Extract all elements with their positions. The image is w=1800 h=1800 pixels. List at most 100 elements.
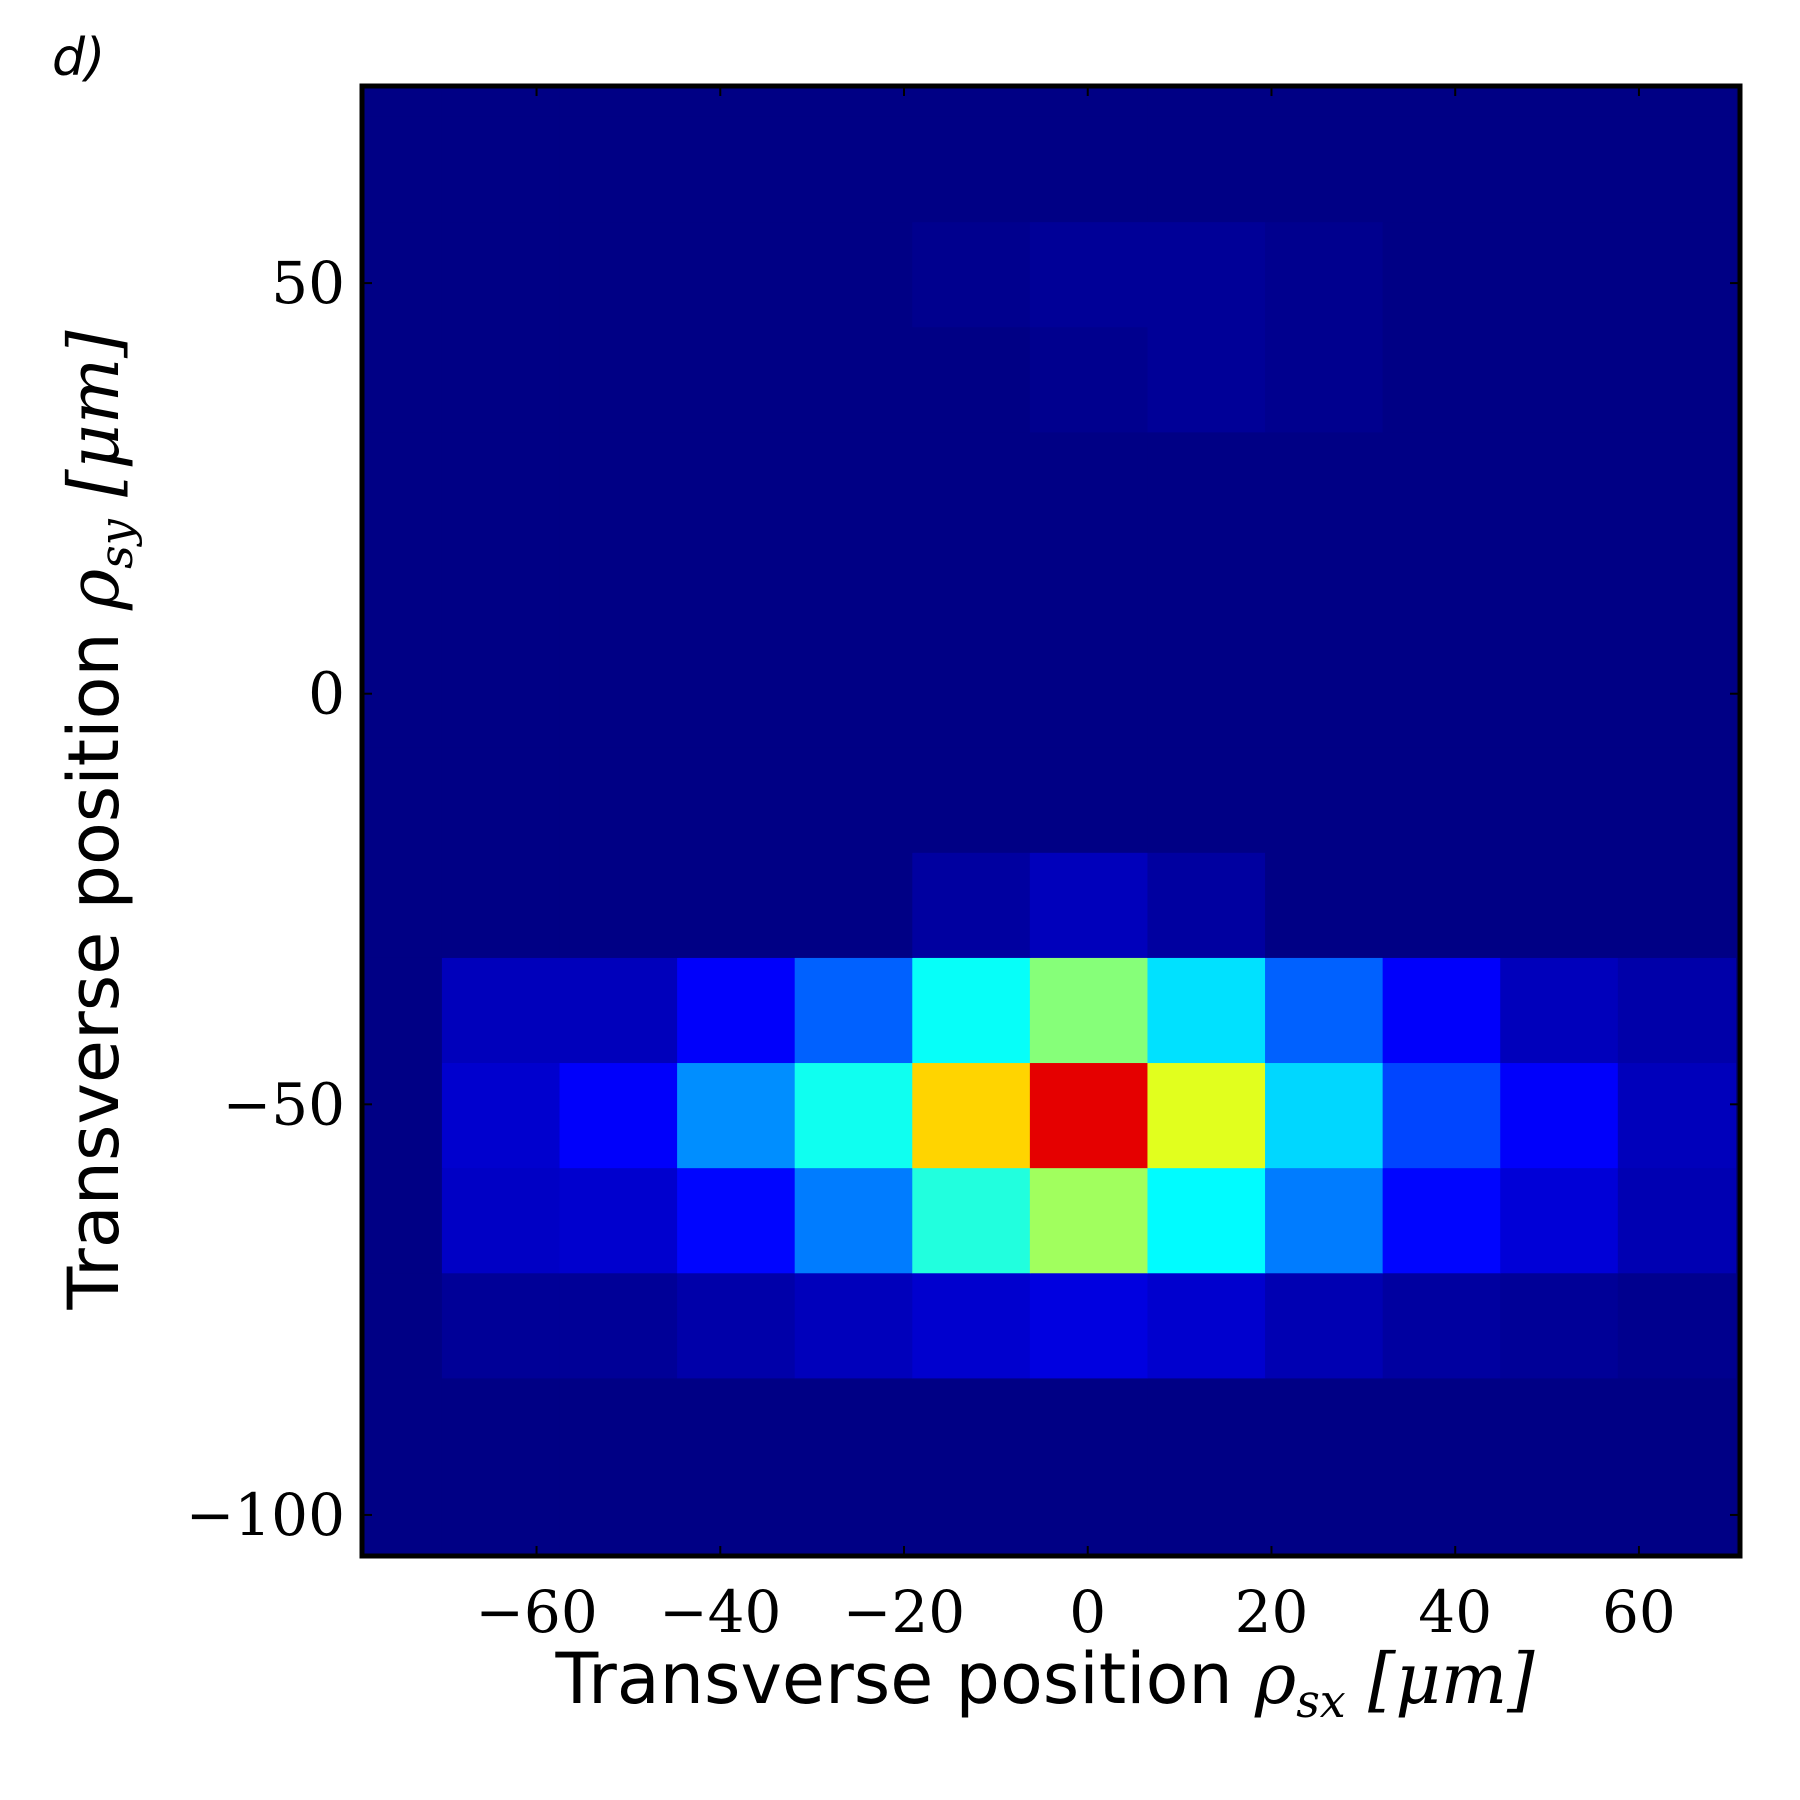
y-axis-label: Transverse position ρsy [μm] — [53, 330, 143, 1311]
heatmap-cell — [1265, 1377, 1384, 1557]
heatmap-cell — [1029, 641, 1149, 748]
heatmap-cell — [794, 1167, 913, 1274]
heatmap-cell — [1500, 326, 1619, 433]
heatmap-cell — [1265, 86, 1384, 117]
heatmap-cell — [1265, 536, 1384, 643]
heatmap-cell — [677, 747, 796, 853]
heatmap-cell — [1382, 1062, 1501, 1169]
heatmap-cell — [677, 1062, 796, 1169]
heatmap-cell — [1617, 86, 1737, 117]
heatmap-cell — [1029, 1272, 1149, 1379]
heatmap-cell — [677, 86, 796, 117]
heatmap-cell — [559, 1272, 678, 1379]
heatmap-cell — [1382, 641, 1501, 748]
heatmap-cell — [1265, 326, 1384, 433]
heatmap-cell — [441, 536, 561, 643]
heatmap-cell — [1029, 957, 1149, 1064]
x-tick-label: −40 — [659, 1578, 781, 1646]
heatmap-cell — [1617, 326, 1737, 433]
heatmap-cell — [1147, 86, 1266, 117]
heatmap-cell — [362, 957, 443, 1064]
heatmap-cell — [1029, 747, 1149, 853]
heatmap-cell — [441, 1062, 561, 1169]
heatmap-cell — [1029, 1377, 1149, 1557]
heatmap-cell — [1382, 747, 1501, 853]
heatmap-cell — [559, 1062, 678, 1169]
heatmap-cell — [912, 747, 1031, 853]
plot-frame — [359, 83, 1743, 1559]
heatmap-cell — [1500, 957, 1619, 1064]
heatmap-cell — [1617, 852, 1737, 958]
heatmap-cell — [362, 1062, 443, 1169]
heatmap-cell — [794, 1272, 913, 1379]
y-axis-label-text: Transverse position — [53, 610, 135, 1311]
heatmap-cell — [1147, 1167, 1266, 1274]
heatmap-cell — [1500, 1167, 1619, 1274]
heatmap-cell — [912, 86, 1031, 117]
heatmap-cell — [912, 1167, 1031, 1274]
heatmap-cell — [559, 641, 678, 748]
heatmap-cell — [1500, 536, 1619, 643]
heatmap-cell — [362, 86, 443, 117]
heatmap-cell — [912, 536, 1031, 643]
heatmap-cell — [559, 852, 678, 958]
heatmap-cell — [1382, 326, 1501, 433]
y-tick-label: 0 — [308, 660, 345, 728]
y-axis-label-symbol: ρ — [53, 569, 135, 611]
heatmap-cell — [794, 221, 913, 328]
heatmap-cell — [794, 852, 913, 958]
heatmap-cell — [1617, 431, 1737, 538]
heatmap-cell — [559, 431, 678, 538]
heatmap-cell — [794, 1062, 913, 1169]
heatmap-cell — [441, 1272, 561, 1379]
heatmap-cell — [794, 1377, 913, 1557]
heatmap-cell — [1029, 116, 1149, 223]
y-axis-label-unit: [μm] — [53, 330, 135, 519]
heatmap-cell — [1617, 1272, 1737, 1379]
heatmap-cell — [1147, 326, 1266, 433]
heatmap-cell — [1147, 1272, 1266, 1379]
heatmap-cell — [1265, 1062, 1384, 1169]
x-axis-label-subscript: sx — [1296, 1674, 1346, 1728]
panel-label: d) — [52, 28, 105, 88]
heatmap-cell — [1500, 641, 1619, 748]
x-tick-labels: −60 −40 −20 0 20 40 60 — [475, 1578, 1676, 1646]
heatmap-cell — [677, 852, 796, 958]
heatmap-cell — [1265, 641, 1384, 748]
heatmap-cell — [441, 852, 561, 958]
heatmap-cell — [559, 536, 678, 643]
heatmap-cell — [441, 431, 561, 538]
x-tick-label: 0 — [1069, 1578, 1106, 1646]
heatmap-cell — [912, 1377, 1031, 1557]
heatmap-cell — [677, 536, 796, 643]
heatmap-cell — [1500, 1377, 1619, 1557]
heatmap-cell — [362, 852, 443, 958]
heatmap-cell — [794, 747, 913, 853]
heatmap-cell — [362, 326, 443, 433]
heatmap-cell — [794, 116, 913, 223]
heatmap-cell — [362, 1272, 443, 1379]
heatmap-cell — [362, 536, 443, 643]
heatmap-cell — [441, 747, 561, 853]
heatmap-cell — [1265, 431, 1384, 538]
heatmap-cell — [1382, 86, 1501, 117]
heatmap-cell — [1617, 221, 1737, 328]
heatmap-cell — [1617, 536, 1737, 643]
heatmap-cell — [677, 221, 796, 328]
x-tick-label: 40 — [1418, 1578, 1492, 1646]
heatmap-cell — [1265, 747, 1384, 853]
heatmap-cell — [1500, 221, 1619, 328]
heatmap-cell — [1147, 536, 1266, 643]
heatmap-cell — [441, 86, 561, 117]
heatmap-cell — [1617, 957, 1737, 1064]
x-tick-label: −60 — [475, 1578, 597, 1646]
heatmap-cell — [362, 1377, 443, 1557]
heatmap-cell — [362, 747, 443, 853]
heatmap-cell — [912, 326, 1031, 433]
heatmap-cell — [1382, 221, 1501, 328]
heatmap-cell — [559, 86, 678, 117]
heatmap-cell — [1147, 431, 1266, 538]
y-axis-label-subscript: sy — [89, 518, 143, 569]
heatmap-cell — [1147, 957, 1266, 1064]
